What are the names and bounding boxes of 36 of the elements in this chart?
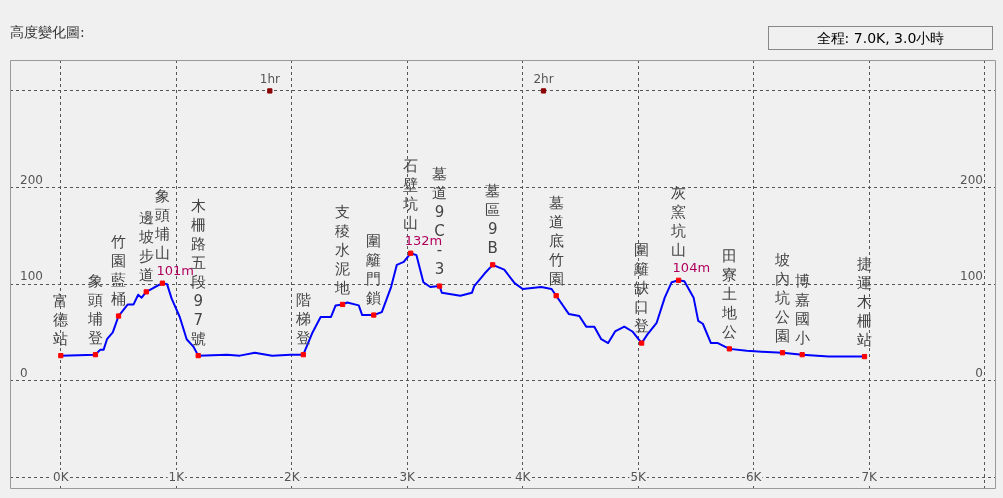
annotation: 坡內坑公園 <box>774 251 791 346</box>
y-tick-label: 100 <box>20 269 43 284</box>
y2-tick-label: 100 <box>960 269 983 284</box>
x2-tick-label: 1hr <box>259 72 281 87</box>
annotation: 捷運木柵站 <box>857 255 873 349</box>
x-tick-label: 7K <box>861 470 879 485</box>
annotation: 支稜水泥地 <box>334 202 351 297</box>
y-tick-label: 200 <box>20 172 43 187</box>
annotation: 田寮土地公 <box>720 247 737 342</box>
x-tick-label: 2K <box>284 470 301 485</box>
y-tick-label: 0 <box>20 365 28 380</box>
text: 全程: 7.0K, 3.0小時 <box>768 26 993 50</box>
annotation: 104m <box>672 260 711 276</box>
annotation: 富德站 <box>53 292 69 349</box>
y2-tick-label: 200 <box>960 172 983 187</box>
annotation: 象頭埔登 <box>86 272 103 348</box>
annotation: 灰窯坑山 <box>670 183 687 259</box>
annotation: 竹園藍桶 <box>111 233 127 309</box>
annotation: 石壁坑山 <box>402 156 419 232</box>
annotation: 圍籬缺口登 <box>634 241 650 336</box>
x-tick-label: 0K <box>53 470 70 485</box>
annotation: 階梯登 <box>294 291 311 348</box>
annotation: 墓道底竹園 <box>548 194 564 289</box>
x-tick-label: 4K <box>514 470 532 485</box>
annotation: 墓區9B <box>485 182 501 258</box>
chart-title: 高度變化圖: <box>10 24 85 42</box>
x-tick-label: 3K <box>399 470 417 485</box>
x-tick-label: 6K <box>745 470 763 485</box>
annotation: 象頭埔山 <box>153 186 170 262</box>
x2-tick-label: 2hr <box>533 72 554 87</box>
x-tick-label: 1K <box>168 470 186 485</box>
x-tick-label: 5K <box>630 470 648 485</box>
annotation: 圍籬門鎖 <box>366 232 382 308</box>
y2-tick-label: 0 <box>975 365 983 380</box>
annotation: 邊坡步道 <box>137 209 154 285</box>
annotation: 博嘉國小 <box>794 272 810 348</box>
